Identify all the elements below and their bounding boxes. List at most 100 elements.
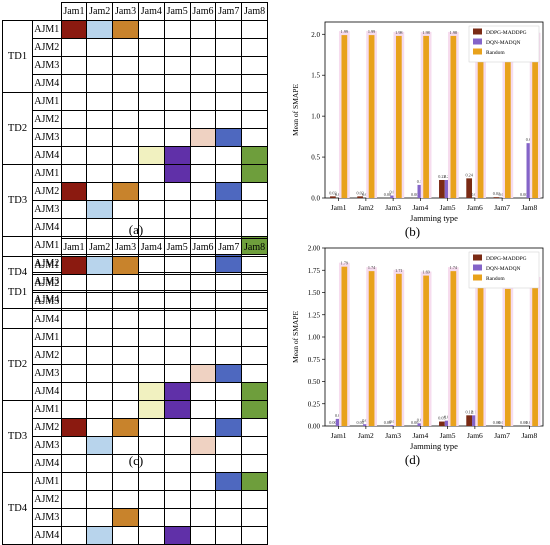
x-tick-label: Jam6 [467, 203, 483, 212]
assignment-cell [241, 526, 268, 545]
assignment-cell [137, 146, 165, 165]
assignment-cell [137, 200, 165, 219]
legend-swatch [473, 28, 482, 35]
row-label-ajm3: AJM3 [32, 292, 62, 311]
assignment-cell [60, 418, 88, 437]
assignment-cell [163, 20, 191, 39]
bar-random [341, 266, 348, 426]
assignment-cell [163, 436, 191, 455]
assignment-cell [189, 508, 217, 527]
data-label: 0.00 [384, 192, 391, 197]
data-label: 1.98 [422, 30, 429, 35]
assignment-cell [241, 328, 268, 347]
assignment-cell [112, 436, 139, 455]
legend-label: Random [486, 50, 505, 56]
table-row: AJM3 [3, 292, 268, 311]
assignment-cell [241, 56, 268, 75]
row-label-ajm4: AJM4 [32, 146, 62, 165]
row-label-ajm2: AJM2 [32, 110, 62, 129]
assignment-cell [215, 418, 243, 437]
table-row: AJM3 [3, 128, 268, 147]
assignment-cell [60, 200, 88, 219]
assignment-cell [163, 164, 191, 183]
assignment-cell [137, 92, 165, 111]
assignment-cell [163, 472, 191, 491]
data-label: 1.71 [395, 268, 402, 273]
assignment-cell [163, 146, 191, 165]
assignment-cell [86, 526, 114, 545]
y-tick-label: 1.50 [308, 289, 321, 297]
assignment-cell [60, 164, 88, 183]
assignment-cell [86, 56, 114, 75]
assignment-cell [112, 418, 139, 437]
bar-ddpg-maddpg [466, 178, 473, 198]
caption-c: (c) [128, 453, 144, 468]
bar-ddpg-maddpg [439, 421, 445, 426]
assignment-cell [241, 490, 268, 509]
x-tick-label: Jam8 [521, 203, 537, 212]
bar-random [395, 35, 402, 199]
assignment-cell [60, 382, 88, 401]
assignment-cell [215, 472, 243, 491]
legend-swatch [473, 38, 482, 45]
assignment-cell [189, 182, 217, 201]
bar-random [477, 37, 484, 198]
row-label-ajm3: AJM3 [32, 508, 62, 527]
assignment-cell [137, 526, 165, 545]
assignment-cell [215, 508, 243, 527]
table-row: AJM2 [3, 346, 268, 365]
row-label-ajm2: AJM2 [32, 38, 62, 57]
assignment-cell [215, 328, 243, 347]
y-tick-label: 0.25 [308, 400, 321, 408]
smape-chart-d-panel: 0.00 0.25 0.50 0.75 1.00 1.25 1.50 1.75 2.00 Jam1… [275, 238, 550, 472]
assignment-cell [112, 92, 139, 111]
assignment-cell [189, 418, 217, 437]
y-tick-label: 0.00 [308, 423, 321, 431]
row-label-ajm1: AJM1 [32, 92, 62, 111]
assignment-cell [241, 310, 268, 329]
y-tick-label: 2.0 [311, 31, 320, 39]
bar-random [450, 35, 457, 199]
table-row: AJM2 [3, 38, 268, 57]
assignment-cell [112, 328, 139, 347]
assignment-cell [189, 400, 217, 419]
table-row: TD4 AJM1 [2, 472, 268, 545]
assignment-cell [60, 128, 88, 147]
table-row: TD2 AJM1 [2, 328, 268, 401]
assignment-cell [86, 328, 114, 347]
column-header-jam5: Jam5 [163, 238, 191, 257]
assignment-cell [112, 110, 139, 129]
assignment-cell [215, 38, 243, 57]
assignment-cell [112, 310, 139, 329]
x-tick-label: Jam3 [385, 431, 401, 440]
table-corner [3, 239, 33, 257]
assignment-cell [112, 38, 139, 57]
x-tick-label: Jam4 [412, 431, 428, 440]
assignment-cell [86, 346, 114, 365]
y-tick-label: 1.75 [308, 267, 321, 275]
assignment-cell [60, 328, 88, 347]
bar-dqn-madqn [472, 415, 478, 426]
assignment-cell [215, 146, 243, 165]
bar-ddpg-maddpg [330, 196, 336, 198]
assignment-cell [112, 292, 139, 311]
assignment-cell [86, 364, 114, 383]
legend-swatch [473, 274, 482, 281]
assignment-cell [241, 472, 268, 491]
assignment-cell [137, 310, 165, 329]
bar-dqn-madqn [417, 423, 424, 426]
bar-dqn-madqn [444, 420, 451, 426]
assignment-cell [112, 364, 139, 383]
table-row: AJM3 [3, 508, 268, 527]
assignment-cell [241, 508, 268, 527]
row-label-ajm2: AJM2 [32, 274, 62, 293]
assignment-cell [163, 200, 191, 219]
bar-random [532, 36, 538, 199]
assignment-cell [241, 92, 268, 111]
bar-random [504, 288, 511, 426]
assignment-cell [137, 508, 165, 527]
data-label: 0.02 [362, 418, 369, 423]
bar-dqn-madqn [363, 424, 369, 426]
table-row: AJM4 [3, 310, 268, 329]
assignment-cell [189, 364, 217, 383]
